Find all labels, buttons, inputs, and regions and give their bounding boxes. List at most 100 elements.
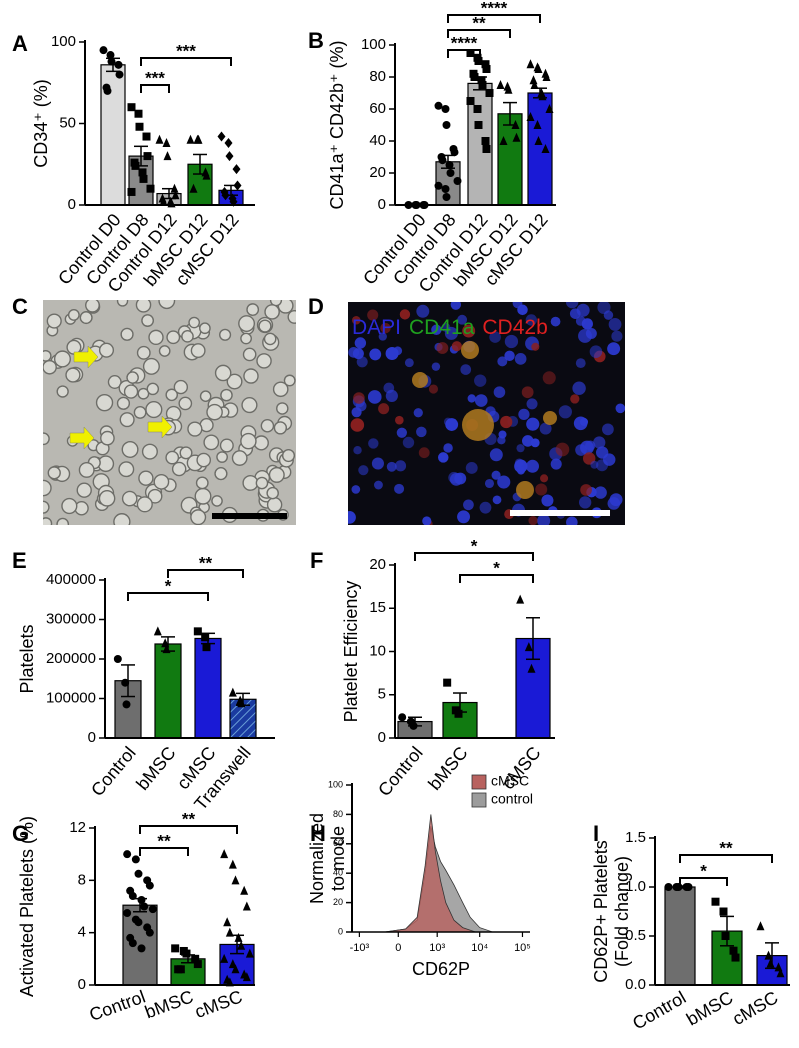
significance-bracket <box>167 569 244 578</box>
data-point <box>478 81 487 89</box>
cell <box>142 357 160 375</box>
nucleus <box>539 422 552 435</box>
data-point <box>434 101 443 110</box>
cell <box>67 308 80 321</box>
nucleus <box>348 511 356 524</box>
data-point <box>106 51 115 60</box>
nucleus <box>404 358 414 368</box>
nucleus <box>528 516 538 525</box>
data-point <box>245 948 254 958</box>
nucleus <box>358 465 369 476</box>
significance-label: *** <box>145 68 165 87</box>
data-point <box>477 76 486 85</box>
y-tick-label: 400000 <box>46 571 96 588</box>
cell <box>166 330 181 345</box>
scale-bar <box>510 510 610 516</box>
cell <box>211 495 223 507</box>
nucleus <box>394 483 405 494</box>
channel-label: DAPI <box>352 316 401 339</box>
cell <box>116 300 129 307</box>
data-point <box>232 164 241 175</box>
data-point <box>194 134 203 144</box>
cell <box>121 490 138 507</box>
y-tick-label: 8 <box>78 871 86 888</box>
significance-label: * <box>493 558 500 577</box>
significance-label: ** <box>472 13 486 32</box>
x-tick-label: 10⁴ <box>471 942 488 954</box>
nucleus <box>504 350 515 362</box>
nucleus <box>608 318 622 331</box>
nucleus <box>526 459 540 473</box>
cell <box>121 441 139 458</box>
data-point <box>731 953 740 962</box>
cell <box>145 401 163 419</box>
cell <box>43 479 52 497</box>
nucleus <box>371 457 384 470</box>
data-point <box>114 60 123 69</box>
cell <box>137 387 150 400</box>
legend-label: cMSC <box>491 773 529 789</box>
cell <box>226 373 243 390</box>
y-tick-label: 50 <box>59 114 76 131</box>
cell <box>241 396 258 414</box>
data-point <box>446 169 455 177</box>
cell <box>85 300 100 313</box>
cell <box>158 345 171 357</box>
nucleus <box>550 458 562 470</box>
cell <box>123 384 139 399</box>
cell <box>242 347 257 362</box>
nucleus <box>444 326 458 340</box>
cell <box>43 349 52 362</box>
data-point <box>711 897 720 906</box>
data-point <box>240 885 249 895</box>
y-axis-label: Platelets <box>17 624 37 693</box>
data-point <box>674 883 683 891</box>
nucleus <box>350 418 365 432</box>
cell <box>220 388 233 402</box>
cell <box>194 487 212 505</box>
nucleus <box>463 499 474 511</box>
y-tick-label: 20 <box>369 164 386 181</box>
data-point <box>128 939 137 948</box>
nucleus <box>516 466 526 475</box>
x-tick-label: Control <box>87 743 140 800</box>
data-point <box>193 627 202 636</box>
significance-bracket <box>140 57 232 66</box>
data-point <box>161 638 170 648</box>
channel-label: CD41a <box>409 316 475 339</box>
data-point <box>231 964 240 974</box>
megakaryocyte <box>462 409 494 441</box>
nucleus <box>416 304 430 318</box>
cell <box>231 450 248 466</box>
y-tick-label: 60 <box>369 100 386 117</box>
nucleus <box>573 416 588 431</box>
y-axis-label: (Fold change) <box>612 856 632 967</box>
x-tick-label: cMSC <box>192 986 245 1022</box>
data-point <box>541 144 550 153</box>
nucleus <box>489 331 501 343</box>
data-point <box>529 75 538 85</box>
panel-letter: E <box>12 548 27 573</box>
significance-label: * <box>471 536 478 555</box>
data-point <box>719 907 728 916</box>
cell <box>258 319 272 333</box>
nucleus <box>399 309 411 320</box>
data-point <box>474 121 483 129</box>
data-point <box>143 152 152 161</box>
nucleus <box>597 302 611 315</box>
nucleus <box>374 480 383 490</box>
data-point <box>153 626 162 636</box>
cell <box>98 342 115 358</box>
nucleus <box>380 322 391 334</box>
data-point <box>163 151 172 161</box>
cell <box>242 474 259 491</box>
y-axis-label: to mode <box>328 826 348 891</box>
cell <box>107 375 122 389</box>
nucleus <box>492 495 502 505</box>
nucleus <box>493 386 506 398</box>
y-tick-label: 12 <box>69 819 86 836</box>
nucleus <box>540 474 549 483</box>
cell <box>79 311 93 325</box>
data-point <box>137 944 146 953</box>
